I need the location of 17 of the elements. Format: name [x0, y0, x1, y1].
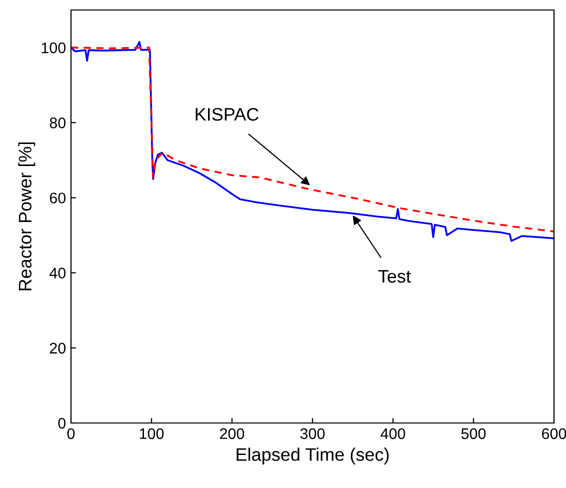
y-tick-label: 100 [42, 42, 66, 54]
annotation: KISPAC [196, 108, 259, 121]
x-tick-label: 300 [300, 428, 325, 440]
x-tick-label: 500 [461, 428, 486, 440]
x-tick-label: 200 [220, 428, 244, 440]
y-tick-label: 20 [50, 342, 66, 354]
y-tick-label: 0 [58, 418, 66, 429]
x-tick-label: 0 [67, 428, 75, 440]
annotation: Test [378, 270, 411, 283]
y-tick-label: 80 [50, 118, 66, 128]
x-axis-title: Elapsed Time (sec) [236, 448, 389, 464]
y-tick-label: 60 [50, 192, 66, 204]
x-tick-label: 400 [380, 428, 406, 440]
x-tick-label: 100 [140, 428, 164, 440]
y-axis-title: Reactor Power [%] [18, 142, 36, 290]
x-tick-label: 600 [542, 428, 566, 440]
y-tick-label: 40 [50, 268, 66, 279]
